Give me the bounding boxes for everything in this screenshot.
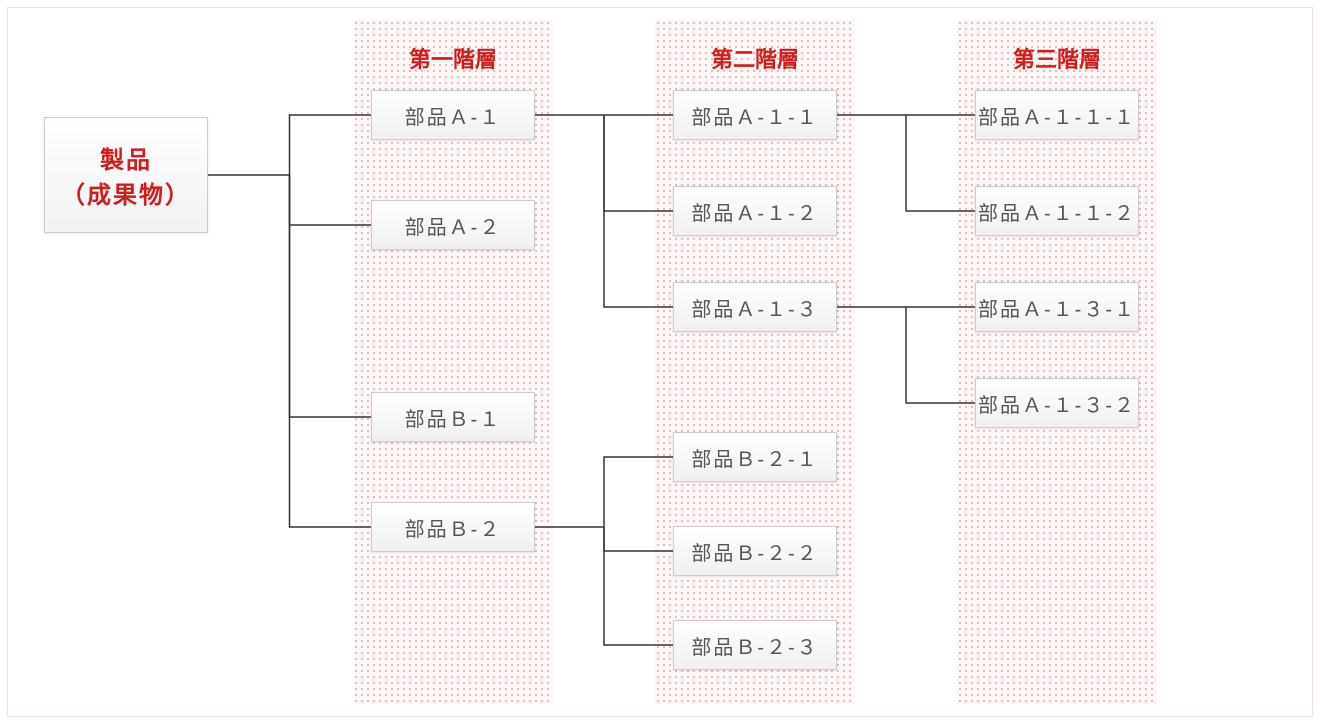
- diagram-canvas: 第一階層 第二階層 第三階層 製品 （成果物） 部品Ａ-１ 部品Ａ-２ 部品Ｂ-１ 部品Ｂ…: [0, 0, 1320, 724]
- root-line2: （成果物）: [61, 175, 191, 210]
- tree-node: 部品Ｂ-２-２: [673, 526, 837, 576]
- tree-node: 部品Ａ-１-１: [673, 90, 837, 140]
- tree-node: 部品Ｂ-２: [371, 502, 535, 552]
- column-header: 第一階層: [353, 42, 553, 74]
- tree-node: 部品Ｂ-２-３: [673, 620, 837, 670]
- root-line1: 製品: [100, 140, 152, 175]
- tree-node: 部品Ａ-１-２: [673, 186, 837, 236]
- root-node: 製品 （成果物）: [44, 117, 208, 233]
- tree-node: 部品Ｂ-１: [371, 392, 535, 442]
- tree-node: 部品Ａ-２: [371, 200, 535, 250]
- tree-node: 部品Ａ-１: [371, 90, 535, 140]
- tree-node: 部品Ｂ-２-１: [673, 432, 837, 482]
- tree-node: 部品Ａ-１-３-２: [975, 378, 1139, 428]
- tree-node: 部品Ａ-１-３: [673, 282, 837, 332]
- column-header: 第二階層: [655, 42, 855, 74]
- tree-node: 部品Ａ-１-３-１: [975, 282, 1139, 332]
- tree-node: 部品Ａ-１-１-２: [975, 186, 1139, 236]
- column-header: 第三階層: [957, 42, 1157, 74]
- tree-node: 部品Ａ-１-１-１: [975, 90, 1139, 140]
